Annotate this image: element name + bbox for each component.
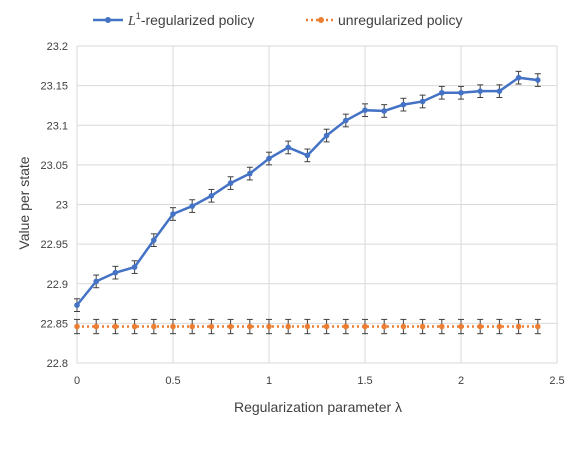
data-point bbox=[131, 323, 138, 330]
legend-math-sup: 1 bbox=[136, 11, 141, 21]
data-point bbox=[496, 323, 503, 330]
y-tick-label: 22.95 bbox=[40, 239, 68, 251]
data-point bbox=[381, 108, 388, 114]
x-axis-title: Regularization parameter λ bbox=[234, 399, 402, 415]
data-point bbox=[189, 323, 195, 330]
data-point bbox=[477, 88, 484, 94]
data-point bbox=[227, 180, 234, 186]
series-l1-regularized bbox=[74, 70, 541, 312]
data-point bbox=[343, 117, 349, 124]
data-point bbox=[362, 323, 368, 330]
y-tick-label: 23.2 bbox=[47, 41, 68, 53]
data-point bbox=[74, 302, 80, 308]
y-axis-title: Value per state bbox=[16, 156, 32, 249]
data-point bbox=[112, 323, 119, 330]
legend-item-l1-regularized: L1-regularized policy bbox=[93, 11, 254, 29]
grid bbox=[76, 45, 558, 364]
data-point bbox=[323, 323, 330, 330]
data-point bbox=[227, 323, 234, 330]
legend-marker-unregularized bbox=[318, 17, 324, 23]
data-point bbox=[208, 323, 215, 330]
data-point bbox=[439, 89, 445, 96]
data-point bbox=[535, 323, 541, 330]
x-tick-labels: 0 0.5 1 1.5 2 2.5 bbox=[74, 375, 565, 387]
data-point bbox=[189, 203, 195, 209]
x-tick-label: 2 bbox=[458, 375, 464, 387]
x-tick-label: 2.5 bbox=[549, 375, 564, 387]
y-tick-label: 22.8 bbox=[47, 358, 68, 370]
legend-label-l1-regularized: L1-regularized policy bbox=[127, 11, 254, 29]
y-tick-label: 23.15 bbox=[40, 81, 68, 93]
data-point bbox=[285, 144, 292, 151]
y-tick-label: 22.85 bbox=[40, 318, 68, 330]
data-point bbox=[304, 323, 311, 330]
data-point bbox=[131, 264, 138, 270]
x-tick-label: 0 bbox=[74, 375, 80, 387]
data-point bbox=[362, 107, 368, 113]
data-point bbox=[304, 152, 311, 159]
y-tick-label: 22.9 bbox=[47, 279, 68, 291]
data-point bbox=[112, 269, 119, 276]
data-point bbox=[458, 323, 464, 330]
series-layer bbox=[74, 70, 541, 335]
data-point bbox=[93, 278, 99, 285]
x-tick-label: 1 bbox=[266, 375, 272, 387]
data-point bbox=[496, 88, 503, 94]
data-point bbox=[151, 323, 157, 330]
data-point bbox=[323, 132, 330, 139]
data-point bbox=[343, 323, 349, 330]
y-tick-label: 23.1 bbox=[47, 120, 68, 132]
data-point bbox=[266, 155, 272, 162]
data-point bbox=[170, 323, 176, 330]
legend: L1-regularized policy unregularized poli… bbox=[93, 11, 463, 29]
data-point bbox=[419, 98, 426, 105]
legend-marker-l1-regularized bbox=[105, 17, 111, 23]
data-point bbox=[515, 74, 522, 81]
x-tick-label: 1.5 bbox=[357, 375, 372, 387]
y-tick-labels: 22.8 22.85 22.9 22.95 23 23.05 23.1 23.15 23.2 bbox=[40, 41, 68, 370]
legend-label-unregularized: unregularized policy bbox=[338, 12, 463, 28]
data-point bbox=[266, 323, 272, 330]
series-line bbox=[76, 76, 538, 306]
series-unregularized bbox=[74, 318, 541, 335]
data-point bbox=[439, 323, 445, 330]
data-point bbox=[419, 323, 426, 330]
data-point bbox=[247, 323, 253, 330]
data-point bbox=[477, 323, 484, 330]
data-point bbox=[247, 170, 253, 177]
data-point bbox=[285, 323, 292, 330]
data-point bbox=[458, 89, 464, 96]
legend-item-unregularized: unregularized policy bbox=[306, 12, 463, 28]
data-point bbox=[535, 77, 541, 83]
data-point bbox=[400, 101, 407, 108]
legend-math-l: L bbox=[127, 14, 136, 29]
data-point bbox=[170, 211, 176, 217]
data-point bbox=[400, 323, 407, 330]
data-point bbox=[74, 323, 80, 330]
data-point bbox=[515, 323, 522, 330]
data-point bbox=[151, 237, 157, 243]
y-tick-label: 23 bbox=[56, 200, 68, 212]
data-point bbox=[208, 192, 215, 199]
y-tick-label: 23.05 bbox=[40, 160, 68, 172]
x-tick-label: 0.5 bbox=[165, 375, 180, 387]
data-point bbox=[93, 323, 99, 330]
legend-text-l1-regularized: -regularized policy bbox=[141, 12, 255, 28]
data-point bbox=[381, 323, 388, 330]
